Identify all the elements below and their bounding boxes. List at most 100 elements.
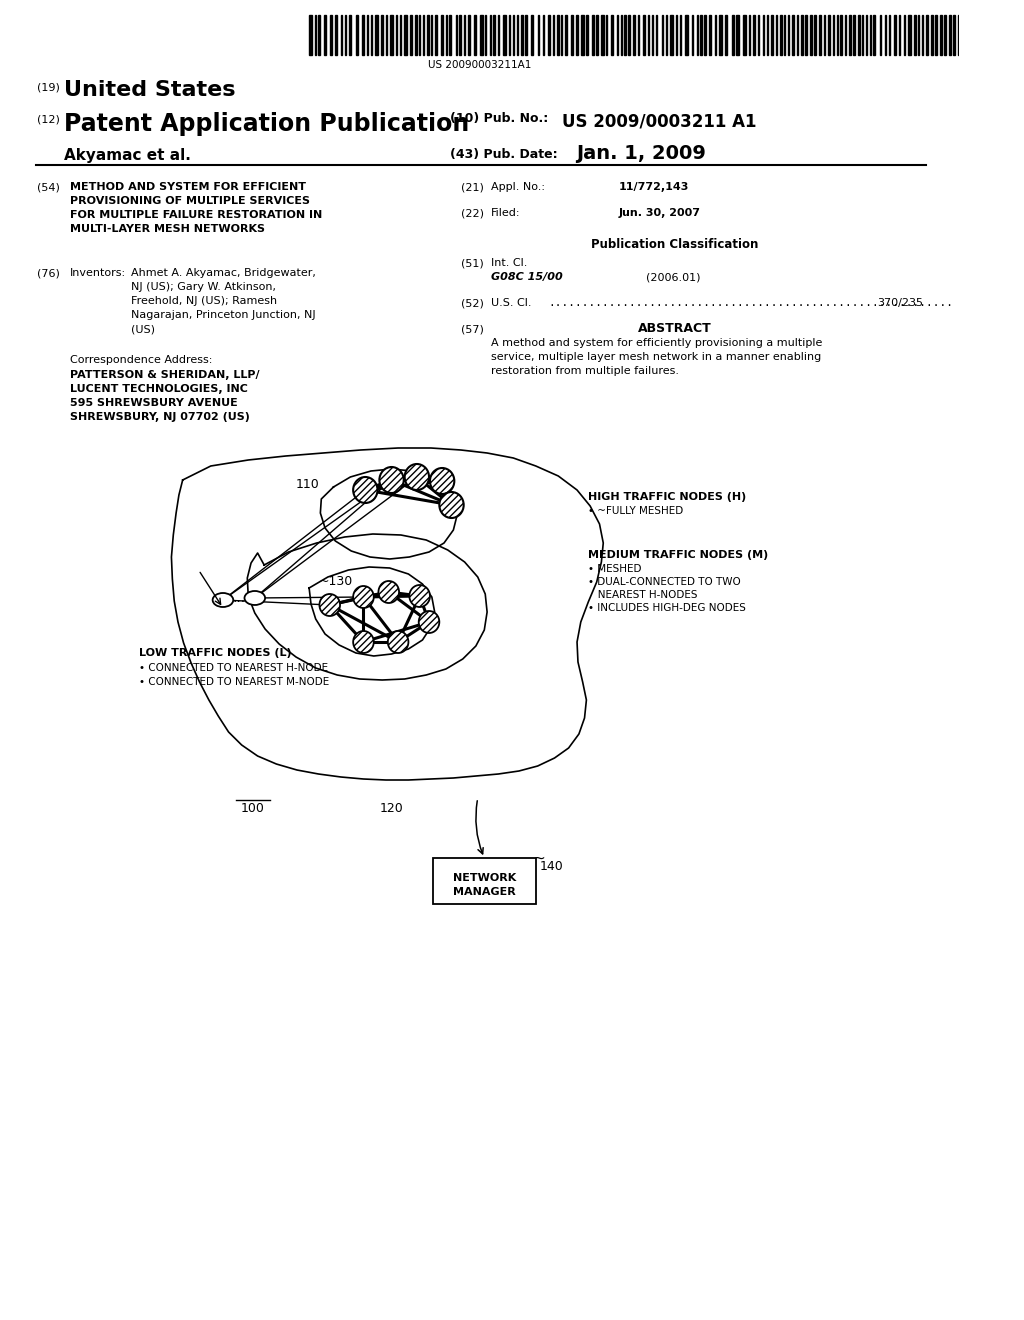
- Bar: [710, 15, 712, 55]
- Text: 100: 100: [241, 803, 265, 814]
- Circle shape: [419, 611, 439, 634]
- Bar: [833, 15, 835, 55]
- Bar: [596, 15, 598, 55]
- Text: Appl. No.:: Appl. No.:: [490, 182, 545, 191]
- Circle shape: [379, 467, 403, 492]
- Bar: [676, 15, 677, 55]
- Text: FOR MULTIPLE FAILURE RESTORATION IN: FOR MULTIPLE FAILURE RESTORATION IN: [71, 210, 323, 220]
- Text: Correspondence Address:: Correspondence Address:: [71, 355, 213, 366]
- Text: (51): (51): [461, 257, 483, 268]
- Text: LUCENT TECHNOLOGIES, INC: LUCENT TECHNOLOGIES, INC: [71, 384, 248, 393]
- Bar: [361, 15, 364, 55]
- Bar: [415, 15, 417, 55]
- Bar: [662, 15, 663, 55]
- Bar: [375, 15, 378, 55]
- Text: • CONNECTED TO NEAREST H-NODE: • CONNECTED TO NEAREST H-NODE: [138, 663, 328, 673]
- Text: MEDIUM TRAFFIC NODES (M): MEDIUM TRAFFIC NODES (M): [588, 550, 769, 560]
- Bar: [581, 15, 584, 55]
- Text: HIGH TRAFFIC NODES (H): HIGH TRAFFIC NODES (H): [588, 492, 746, 502]
- Bar: [810, 15, 812, 55]
- Bar: [899, 15, 900, 55]
- Bar: [504, 15, 506, 55]
- Text: LOW TRAFFIC NODES (L): LOW TRAFFIC NODES (L): [138, 648, 291, 657]
- Bar: [309, 15, 312, 55]
- Bar: [643, 15, 645, 55]
- Bar: [802, 15, 803, 55]
- Bar: [824, 15, 825, 55]
- Bar: [908, 15, 911, 55]
- Bar: [968, 15, 971, 55]
- Text: Inventors:: Inventors:: [71, 268, 126, 279]
- Bar: [979, 15, 980, 55]
- Bar: [423, 15, 424, 55]
- Circle shape: [353, 586, 374, 609]
- Bar: [652, 15, 653, 55]
- Bar: [318, 15, 321, 55]
- Bar: [367, 15, 369, 55]
- Bar: [853, 15, 855, 55]
- Bar: [441, 15, 443, 55]
- Bar: [341, 15, 342, 55]
- Bar: [819, 15, 820, 55]
- Bar: [371, 15, 372, 55]
- Bar: [996, 15, 998, 55]
- Bar: [525, 15, 527, 55]
- Text: (52): (52): [461, 298, 483, 308]
- Text: (54): (54): [38, 182, 60, 191]
- Bar: [732, 15, 733, 55]
- Text: NETWORK
MANAGER: NETWORK MANAGER: [453, 874, 516, 896]
- Text: SHREWSBURY, NJ 07702 (US): SHREWSBURY, NJ 07702 (US): [71, 412, 250, 422]
- Text: • MESHED: • MESHED: [588, 564, 642, 574]
- Text: • CONNECTED TO NEAREST M-NODE: • CONNECTED TO NEAREST M-NODE: [138, 677, 329, 686]
- Text: United States: United States: [63, 81, 236, 100]
- Bar: [606, 15, 607, 55]
- Bar: [509, 15, 510, 55]
- Bar: [386, 15, 387, 55]
- Bar: [705, 15, 707, 55]
- Ellipse shape: [245, 591, 265, 605]
- Bar: [797, 15, 798, 55]
- Bar: [736, 15, 739, 55]
- Bar: [489, 15, 490, 55]
- Bar: [776, 15, 777, 55]
- Bar: [1001, 15, 1002, 55]
- Text: MULTI-LAYER MESH NETWORKS: MULTI-LAYER MESH NETWORKS: [71, 224, 265, 234]
- Bar: [919, 15, 920, 55]
- Text: • INCLUDES HIGH-DEG NODES: • INCLUDES HIGH-DEG NODES: [588, 603, 746, 612]
- Bar: [931, 15, 933, 55]
- Text: Nagarajan, Princeton Junction, NJ: Nagarajan, Princeton Junction, NJ: [131, 310, 315, 319]
- Bar: [784, 15, 785, 55]
- Text: ABSTRACT: ABSTRACT: [638, 322, 712, 335]
- Bar: [1015, 15, 1016, 55]
- Bar: [521, 15, 522, 55]
- Bar: [543, 15, 544, 55]
- Bar: [517, 15, 518, 55]
- Bar: [858, 15, 859, 55]
- Text: PATTERSON & SHERIDAN, LLP/: PATTERSON & SHERIDAN, LLP/: [71, 370, 260, 380]
- Text: METHOD AND SYSTEM FOR EFFICIENT: METHOD AND SYSTEM FOR EFFICIENT: [71, 182, 306, 191]
- Bar: [828, 15, 829, 55]
- Text: ............................................................: ........................................…: [548, 298, 953, 308]
- Text: (57): (57): [461, 323, 483, 334]
- Bar: [435, 15, 437, 55]
- Bar: [349, 15, 351, 55]
- Text: restoration from multiple failures.: restoration from multiple failures.: [490, 366, 679, 376]
- Text: G08C 15/00: G08C 15/00: [490, 272, 562, 282]
- Circle shape: [439, 492, 464, 517]
- Text: (US): (US): [131, 323, 156, 334]
- Text: ~130: ~130: [318, 576, 352, 587]
- Bar: [411, 15, 413, 55]
- Bar: [793, 15, 795, 55]
- Bar: [973, 15, 975, 55]
- Bar: [763, 15, 764, 55]
- Bar: [335, 15, 337, 55]
- Bar: [957, 15, 959, 55]
- Circle shape: [410, 585, 430, 607]
- Text: Patent Application Publication: Patent Application Publication: [63, 112, 469, 136]
- Text: (2006.01): (2006.01): [646, 272, 700, 282]
- Bar: [841, 15, 842, 55]
- Text: • DUAL-CONNECTED TO TWO: • DUAL-CONNECTED TO TWO: [588, 577, 741, 587]
- Bar: [571, 15, 573, 55]
- Bar: [992, 15, 993, 55]
- Bar: [749, 15, 750, 55]
